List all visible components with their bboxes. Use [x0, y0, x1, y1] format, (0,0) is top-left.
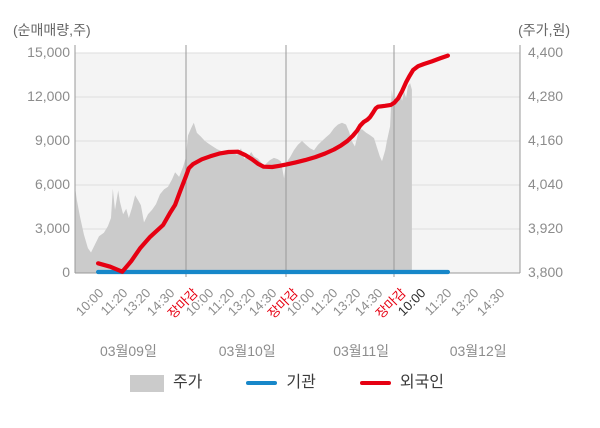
legend-label: 주가 — [172, 374, 203, 391]
legend-item: 기관 — [246, 374, 316, 391]
legend-label: 외국인 — [399, 374, 445, 391]
legend-item: 외국인 — [359, 374, 445, 391]
legend-area-swatch — [129, 374, 164, 392]
price-area — [75, 83, 412, 273]
legend-item: 주가 — [129, 374, 203, 392]
foreigner-line — [95, 53, 450, 274]
legend-line-swatch — [359, 381, 391, 385]
left-axis-title: (순매매량,주) — [13, 22, 91, 38]
legend-line-swatch — [246, 381, 278, 385]
right-axis-title: (주가,원) — [518, 22, 570, 38]
legend-label: 기관 — [286, 374, 316, 391]
legend: 주가 기관 외국인 — [0, 371, 574, 395]
